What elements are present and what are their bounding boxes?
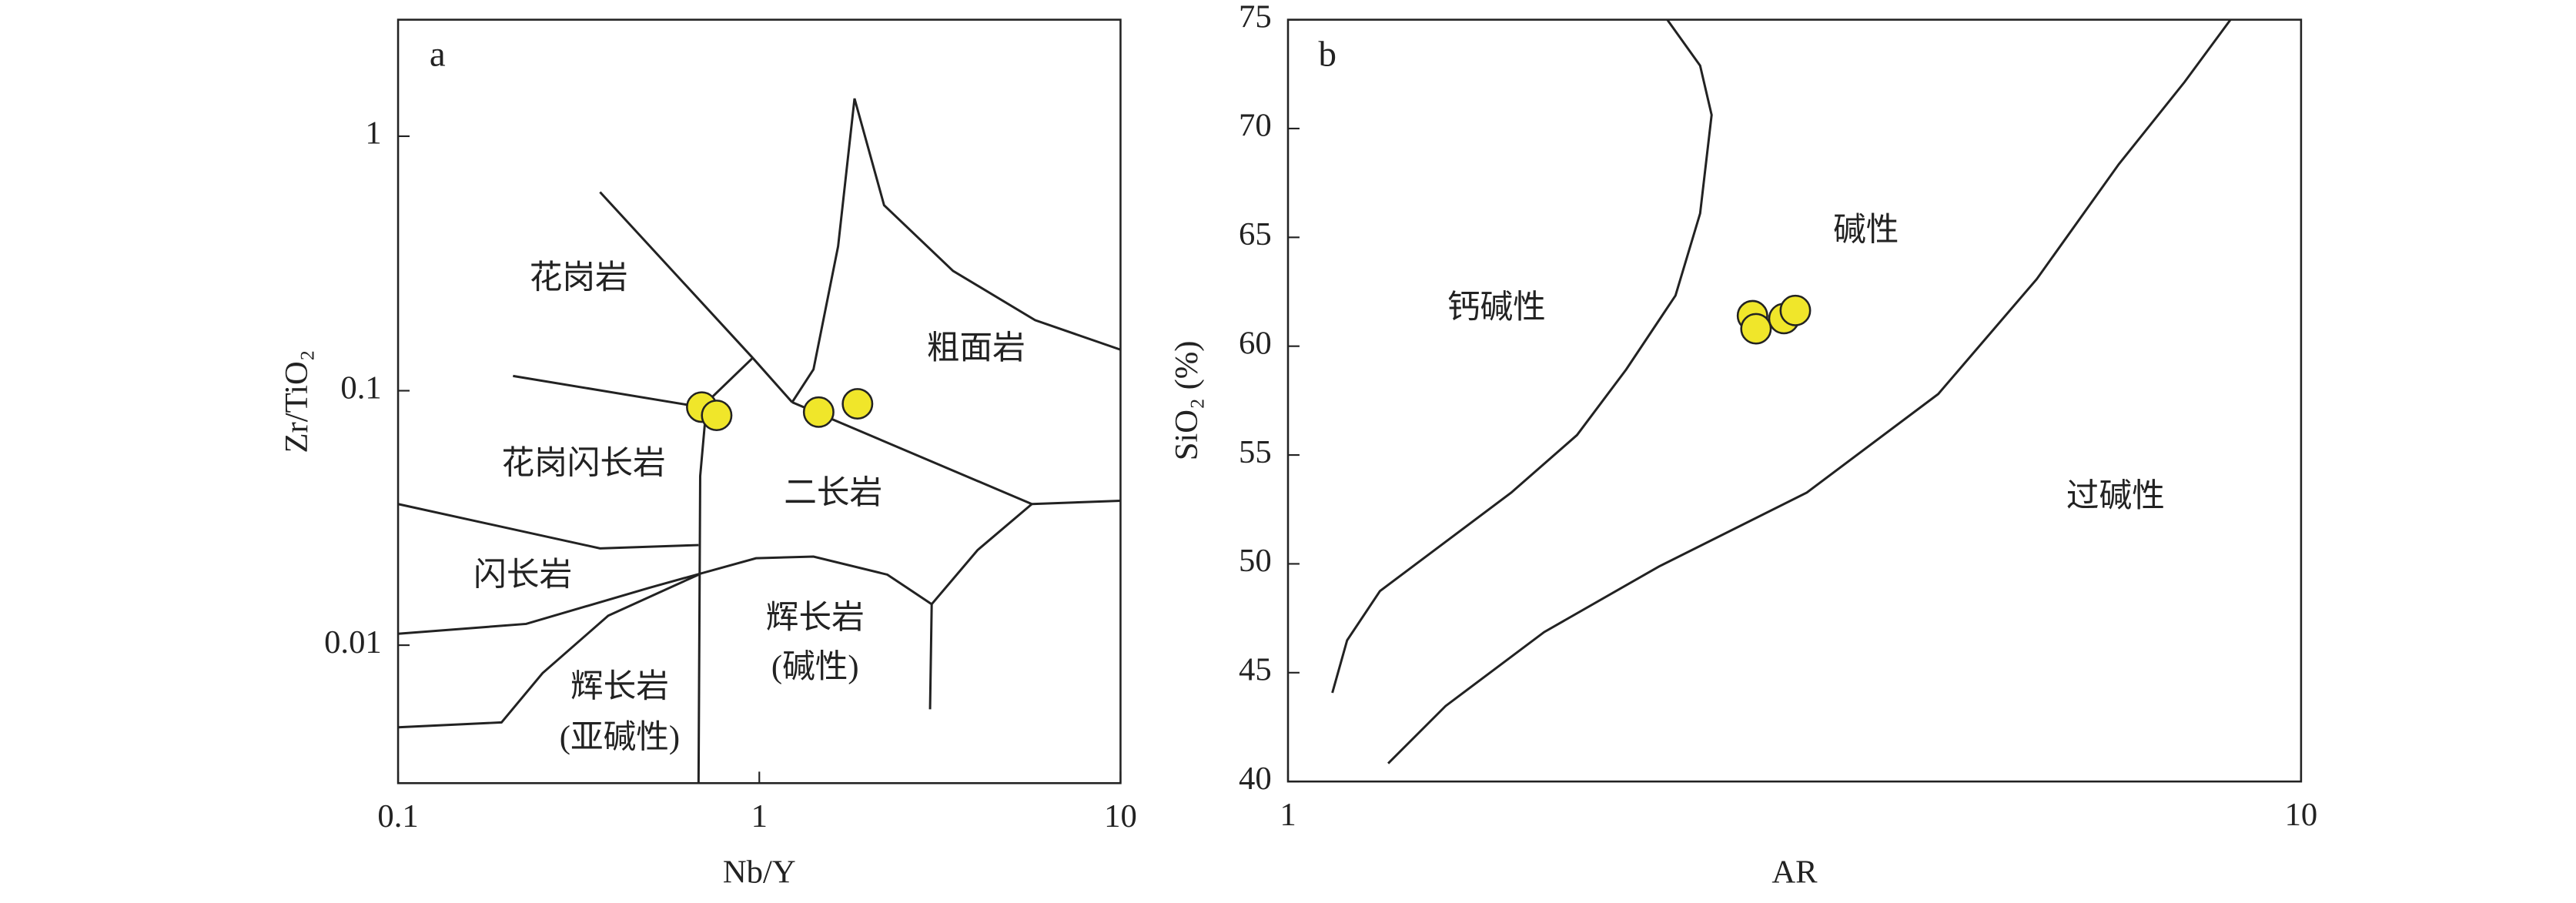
y-tick-label: 65 xyxy=(1239,216,1272,253)
region-label: 粗面岩 xyxy=(927,330,1025,366)
y-tick-label: 70 xyxy=(1239,108,1272,144)
region-label: 过碱性 xyxy=(2066,478,2165,514)
x-tick-label: 0.1 xyxy=(377,798,418,834)
y-axis-label: Zr/TiO₂ xyxy=(279,349,315,453)
y-tick-label: 60 xyxy=(1239,325,1272,361)
region-label: 花岗岩 xyxy=(530,259,628,296)
x-tick-label: 1 xyxy=(751,798,768,834)
y-tick-label: 0.1 xyxy=(340,370,381,406)
x-axis-label: AR xyxy=(1771,855,1818,891)
point xyxy=(1740,313,1772,345)
y-axis-label: SiO₂ (%) xyxy=(1169,340,1205,460)
region-label: 碱性 xyxy=(1833,212,1899,249)
region-label: 辉长岩 xyxy=(570,669,669,705)
y-tick-label: 0.01 xyxy=(324,624,382,661)
point xyxy=(1779,294,1812,326)
x-axis-label: Nb/Y xyxy=(723,855,796,891)
panel-title: a xyxy=(430,34,446,74)
y-tick-label: 50 xyxy=(1239,543,1272,579)
panel-title: b xyxy=(1318,34,1336,74)
y-tick-label: 1 xyxy=(365,115,381,152)
y-tick-label: 45 xyxy=(1239,652,1272,688)
region-label: 钙碱性 xyxy=(1447,289,1546,326)
x-tick-label: 10 xyxy=(1104,798,1137,834)
boundaries-a xyxy=(397,98,1121,784)
plot-frame xyxy=(1286,18,2303,783)
region-label: 花岗闪长岩 xyxy=(501,445,665,481)
boundaries-b xyxy=(1331,18,2232,764)
x-tick-label: 10 xyxy=(2285,797,2318,833)
x-tick-label: 1 xyxy=(1280,797,1296,833)
region-label: 二长岩 xyxy=(784,475,882,511)
point xyxy=(802,396,835,428)
region-label: 闪长岩 xyxy=(473,557,572,594)
region-label: (亚碱性) xyxy=(560,720,680,756)
region-label: 辉长岩 xyxy=(766,600,865,636)
point xyxy=(841,388,874,420)
y-tick-label: 55 xyxy=(1239,434,1272,470)
y-tick-label: 75 xyxy=(1239,0,1272,35)
point xyxy=(701,400,733,432)
y-tick-label: 40 xyxy=(1239,761,1272,797)
region-label: (碱性) xyxy=(771,649,859,685)
plot-frame xyxy=(396,18,1122,784)
